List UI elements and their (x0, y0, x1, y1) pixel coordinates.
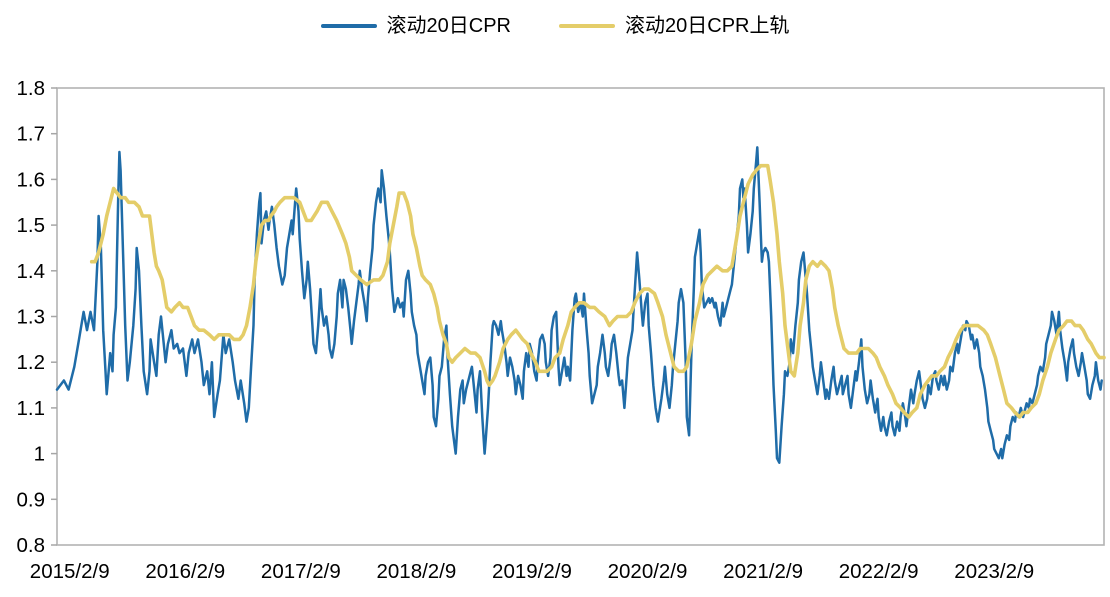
x-tick-label: 2018/2/9 (376, 560, 456, 583)
y-tick-label: 1.6 (17, 168, 46, 191)
x-tick-label: 2017/2/9 (261, 560, 341, 583)
legend-label-cpr-upper: 滚动20日CPR上轨 (625, 15, 790, 37)
y-tick-label: 1.2 (17, 351, 46, 374)
x-tick-label: 2021/2/9 (723, 560, 803, 583)
x-tick-label: 2020/2/9 (608, 560, 688, 583)
legend-label-cpr: 滚动20日CPR (386, 15, 511, 37)
y-tick-label: 1 (34, 443, 45, 466)
y-tick-label: 1.1 (17, 397, 46, 420)
y-tick-label: 1.5 (17, 214, 46, 237)
legend: 滚动20日CPR 滚动20日CPR上轨 (0, 16, 1110, 36)
x-tick-label: 2015/2/9 (30, 560, 110, 583)
series-line-cpr-upper (89, 163, 1106, 419)
x-tick-label: 2019/2/9 (492, 560, 572, 583)
cpr-line-swatch-icon (320, 23, 377, 29)
y-tick-label: 0.9 (17, 488, 46, 511)
series-line-cpr (55, 146, 1103, 464)
plot-border (56, 87, 1105, 546)
y-tick-label: 1.3 (17, 306, 46, 329)
y-tick-label: 1.8 (17, 77, 46, 100)
x-tick-label: 2023/2/9 (954, 560, 1034, 583)
cpr-upper-line-swatch-icon (559, 23, 615, 29)
y-tick-label: 1.7 (17, 123, 46, 146)
legend-item-cpr-upper: 滚动20日CPR上轨 (559, 16, 789, 36)
y-tick-label: 1.4 (17, 260, 46, 283)
legend-item-cpr: 滚动20日CPR (320, 15, 511, 37)
x-tick-label: 2022/2/9 (839, 560, 919, 583)
y-tick-label: 0.8 (17, 534, 46, 557)
x-tick-label: 2016/2/9 (145, 560, 225, 583)
